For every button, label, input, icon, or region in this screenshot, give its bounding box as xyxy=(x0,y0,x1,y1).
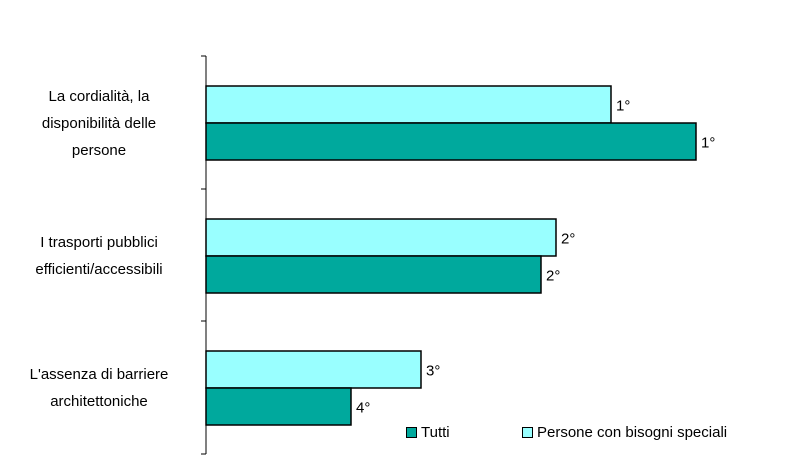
category-label-line: persone xyxy=(71,141,127,159)
category-label-1: I trasporti pubblici efficienti/accessibi… xyxy=(4,229,194,283)
bar-tutti-2 xyxy=(205,387,352,426)
data-label-persone-2: 3° xyxy=(426,363,440,380)
legend-label-persone: Persone con bisogni speciali xyxy=(537,424,728,441)
bar-persone-2 xyxy=(205,350,422,389)
data-label-persone-1: 2° xyxy=(561,231,575,248)
data-label-tutti-1: 2° xyxy=(546,268,560,285)
data-label-tutti-0: 1° xyxy=(701,135,715,152)
category-label-line: efficienti/accessibili xyxy=(35,261,163,278)
category-label-line: La cordialità, la xyxy=(48,87,150,105)
data-label-tutti-2: 4° xyxy=(356,400,370,417)
bar-persone-0 xyxy=(205,85,612,124)
bar-tutti-0 xyxy=(205,122,697,161)
category-label-0: La cordialità, la disponibilità delle pers… xyxy=(4,83,194,164)
legend-swatch-tutti xyxy=(406,427,417,438)
bar-tutti-1 xyxy=(205,255,542,294)
category-label-line: L'assenza di barriere xyxy=(29,366,169,383)
legend-item-tutti: Tutti xyxy=(406,424,450,441)
category-label-line: disponibilità delle xyxy=(41,114,157,132)
data-label-persone-0: 1° xyxy=(616,98,630,115)
bar-persone-1 xyxy=(205,218,557,257)
legend-label-tutti: Tutti xyxy=(421,424,450,441)
legend-swatch-persone xyxy=(522,427,533,438)
category-label-line: I trasporti pubblici xyxy=(40,234,158,251)
category-label-2: L'assenza di barriere architettoniche xyxy=(4,361,194,415)
legend-item-persone: Persone con bisogni speciali xyxy=(522,424,727,441)
category-label-line: architettoniche xyxy=(50,393,148,410)
